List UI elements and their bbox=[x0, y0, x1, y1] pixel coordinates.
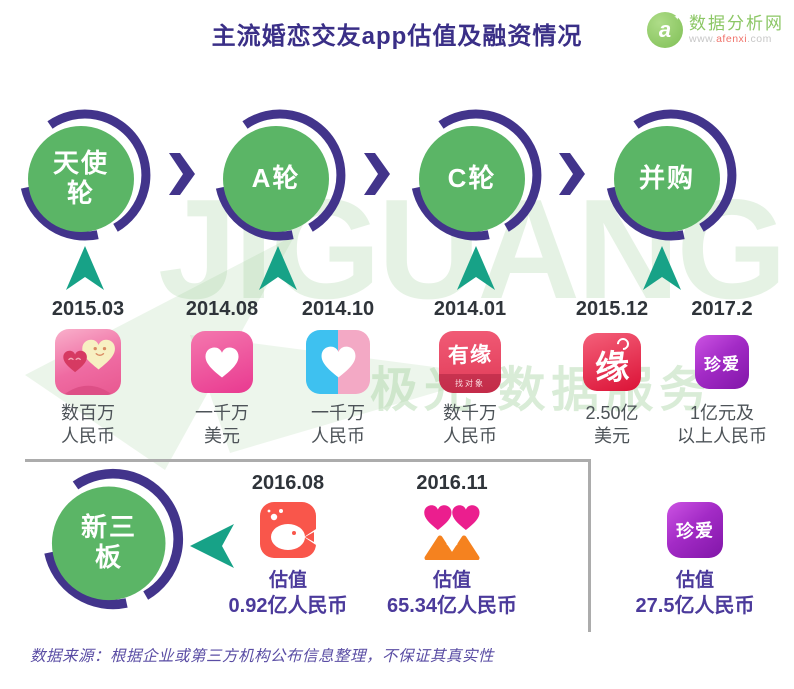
stage-node-c-round: C轮 bbox=[406, 105, 546, 245]
funding-column: 2017.2 珍爱 1亿元及 以上人民币 bbox=[657, 298, 787, 447]
funding-date: 2014.08 bbox=[185, 298, 259, 320]
funding-date: 2015.03 bbox=[51, 298, 125, 320]
fish-app-icon bbox=[260, 502, 316, 558]
stage-label: 并购 bbox=[638, 163, 695, 194]
stage-label: C轮 bbox=[447, 163, 497, 194]
pink-heart-app-icon bbox=[191, 331, 253, 393]
blue-pink-heart-app-icon bbox=[306, 330, 370, 394]
up-arrow-icon bbox=[643, 246, 681, 290]
chevron-right-icon bbox=[559, 153, 585, 195]
funding-date: 2017.2 bbox=[691, 298, 753, 320]
stage-node-new-third-board: 新三 板 bbox=[38, 464, 188, 614]
funding-amount: 数千万 人民币 bbox=[443, 403, 497, 446]
stage-node-a-round: A轮 bbox=[210, 105, 350, 245]
funding-date: 2015.12 bbox=[575, 298, 649, 320]
valuation-label: 估值 bbox=[268, 570, 307, 591]
valuation-value: 65.34亿人民币 bbox=[386, 595, 518, 617]
funding-amount: 2.50亿 美元 bbox=[585, 403, 639, 446]
valuation-label: 估值 bbox=[432, 570, 471, 591]
sparkle-icon: ✦ bbox=[673, 12, 681, 22]
funding-date: 2014.01 bbox=[433, 298, 507, 320]
up-arrow-icon bbox=[66, 246, 104, 290]
afenxi-site-url: www.afenxi.com bbox=[689, 33, 772, 46]
vertical-divider bbox=[588, 459, 591, 632]
afenxi-logo[interactable]: a ✦ 数据分析网 www.afenxi.com bbox=[647, 12, 784, 48]
funding-amount: 1亿元及 以上人民币 bbox=[677, 403, 767, 446]
afenxi-logo-mark-icon: a ✦ bbox=[647, 12, 683, 48]
valuation-date: 2016.11 bbox=[416, 472, 488, 494]
stage-label: 新三 板 bbox=[80, 512, 137, 572]
left-arrow-icon bbox=[190, 524, 234, 568]
baihe-hearts-app-icon bbox=[423, 500, 481, 561]
valuation-date: 2016.08 bbox=[251, 472, 325, 494]
funding-date: 2014.10 bbox=[301, 298, 375, 320]
zhenai-app-icon: 珍爱 bbox=[695, 335, 749, 389]
funding-column: 2014.10 一千万 人民币 bbox=[273, 298, 403, 447]
valuation-value: 27.5亿人民币 bbox=[635, 595, 755, 617]
funding-amount: 一千万 美元 bbox=[195, 403, 249, 446]
youyuan-app-icon: 有缘 找对象 bbox=[439, 331, 501, 393]
valuation-label: 估值 bbox=[675, 570, 714, 591]
valuation-value: 0.92亿人民币 bbox=[228, 595, 348, 617]
funding-column: 2014.01 有缘 找对象 数千万 人民币 bbox=[405, 298, 535, 447]
up-arrow-icon bbox=[457, 246, 495, 290]
afenxi-site-name: 数据分析网 bbox=[689, 13, 784, 33]
valuation-column: 珍爱 估值 27.5亿人民币 bbox=[615, 472, 775, 618]
couple-hearts-app-icon bbox=[55, 329, 121, 395]
stage-node-merger: 并购 bbox=[601, 105, 741, 245]
stage-label: 天使 轮 bbox=[52, 148, 109, 208]
stage-node-angel-round: 天使 轮 bbox=[15, 105, 155, 245]
zhenai-app-icon: 珍爱 bbox=[667, 502, 723, 558]
chevron-right-icon bbox=[364, 153, 390, 195]
chevron-right-icon bbox=[169, 153, 195, 195]
up-arrow-icon bbox=[259, 246, 297, 290]
jiayuan-app-icon: 缘 bbox=[583, 333, 641, 391]
valuation-column: 2016.11 估值 65.34亿人民币 bbox=[372, 472, 532, 618]
horizontal-divider bbox=[25, 459, 588, 462]
funding-amount: 数百万 人民币 bbox=[61, 403, 115, 446]
funding-amount: 一千万 人民币 bbox=[311, 403, 365, 446]
funding-column: 2014.08 一千万 美元 bbox=[157, 298, 287, 447]
page-title: 主流婚恋交友app估值及融资情况 bbox=[211, 23, 583, 50]
funding-column: 2015.03 数百万 人民币 bbox=[23, 298, 153, 447]
stage-label: A轮 bbox=[251, 163, 301, 194]
data-source-note: 数据来源：根据企业或第三方机构公布信息整理，不保证其真实性 bbox=[30, 648, 495, 665]
valuation-column: 2016.08 估值 0.92亿人民币 bbox=[208, 472, 368, 618]
funding-column: 2015.12 缘 2.50亿 美元 bbox=[547, 298, 677, 447]
